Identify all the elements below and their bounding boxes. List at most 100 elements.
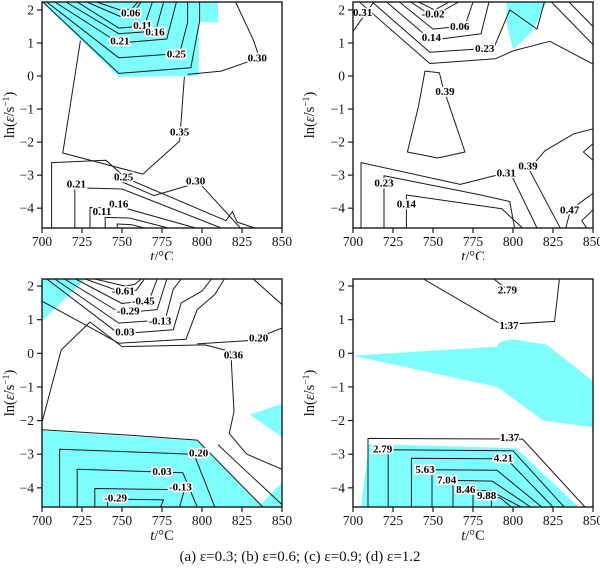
instability-regions: [506, 2, 547, 50]
x-tick-label: 725: [72, 234, 93, 249]
y-axis: 2 1 0 −1 −2 −3 −4 ln(ε̇/s−1): [302, 279, 353, 495]
contour-label: 4.21: [494, 453, 513, 465]
axes-frame: [352, 1, 594, 229]
contour-label: 0.06: [121, 8, 141, 20]
contour-label: 0.20: [249, 332, 269, 344]
y-tick-label: 0: [338, 346, 345, 361]
y-tick-label: −4: [331, 480, 346, 495]
contour-label: 1.37: [500, 432, 520, 444]
y-axis: 2 1 0 −1 −2 −3 −4 ln(ε̇/s−1): [2, 279, 42, 495]
y-tick-label: 0: [338, 69, 345, 84]
contour-lines: [42, 2, 261, 228]
x-tick-label: 850: [272, 513, 293, 528]
contour-label: 9.88: [477, 490, 497, 502]
x-tick-label: 825: [543, 513, 564, 528]
contour-label: 0.06: [450, 21, 470, 33]
contour-labels: 0.06 0.110.16 0.21 0.25 0.30 0.35 0.30 0.25 0.21…: [65, 6, 269, 220]
x-tick-label: 700: [32, 234, 53, 249]
x-tick-label: 725: [72, 513, 93, 528]
x-axis: 700 725 750 775 800 825 850 t/°C: [32, 507, 293, 541]
contour-label: 2.79: [498, 285, 518, 297]
x-tick-label: 825: [232, 234, 253, 249]
contour-label: 7.04: [437, 475, 457, 487]
contour-label: 0.23: [475, 43, 495, 55]
y-tick-label: −4: [20, 480, 35, 495]
y-tick-label: −2: [331, 135, 345, 150]
x-tick-label: 775: [152, 513, 173, 528]
x-tick-label: 850: [272, 234, 293, 249]
y-axis-title: ln(ε̇/s−1): [302, 370, 318, 417]
x-tick-label: 750: [112, 513, 133, 528]
y-tick-label: −4: [20, 201, 35, 216]
x-tick-label: 800: [192, 234, 213, 249]
y-tick-label: −1: [20, 379, 34, 394]
contour-label: -0.29: [104, 492, 127, 504]
y-tick-label: 1: [338, 312, 345, 327]
x-tick-label: 800: [192, 513, 213, 528]
y-tick-label: 1: [27, 35, 34, 50]
subplot-c-strain-0.9: -0.61-0.45-0.29-0.130.03 0.200.360.200.03…: [2, 278, 293, 541]
contour-label: 0.35: [170, 127, 190, 139]
y-tick-label: −3: [20, 168, 35, 183]
y-tick-label: −1: [331, 102, 345, 117]
contour-label: 0.36: [224, 350, 244, 362]
contour-label: 0.23: [374, 178, 394, 190]
y-axis: 2 1 0 −1 −2 −3 −4 ln(ε̇/s−1): [2, 2, 42, 216]
plot-area: 0.06 0.110.16 0.21 0.25 0.30 0.35 0.30 0.25 0.21…: [42, 2, 269, 228]
contour-label: 0.39: [435, 86, 455, 98]
y-tick-label: −1: [331, 379, 345, 394]
contour-label: 0.03: [115, 326, 135, 338]
plot-area: 2.79 1.37 1.37 2.79 4.21 5.637.048.469.88: [353, 279, 593, 507]
y-tick-label: 2: [27, 279, 34, 294]
contour-label: 0.25: [167, 49, 187, 61]
x-tick-label: 750: [423, 513, 444, 528]
x-tick-label: 700: [343, 234, 364, 249]
y-tick-label: −3: [331, 168, 346, 183]
contour-label: -0.45: [132, 296, 155, 308]
instability-regions: [353, 339, 593, 507]
x-tick-label: 800: [503, 234, 524, 249]
contour-labels: -0.020.060.140.230.310.390.310.390.470.2…: [353, 5, 581, 218]
subplot-b-strain-0.6: -0.020.060.140.230.310.390.310.390.470.2…: [302, 1, 600, 260]
contour-labels: 2.79 1.37 1.37 2.79 4.21 5.637.048.469.88: [371, 283, 521, 504]
contour-label: -0.02: [422, 8, 445, 20]
contour-label: 0.39: [518, 161, 538, 173]
y-axis-title: ln(ε̇/s−1): [2, 92, 18, 139]
x-tick-label: 775: [463, 513, 484, 528]
contour-labels: -0.61-0.45-0.29-0.130.03 0.200.360.200.03…: [102, 284, 270, 507]
contour-label: 0.25: [114, 172, 134, 184]
contour-label: -0.13: [148, 316, 171, 328]
x-axis: 700 725 750 775 800 825 850 t/°C: [343, 228, 600, 260]
contour-label: 1.37: [499, 320, 519, 332]
contour-label: 0.11: [93, 206, 112, 218]
contour-label: 0.21: [110, 36, 129, 48]
contour-label: 0.21: [67, 179, 86, 191]
y-tick-label: −2: [20, 135, 34, 150]
figure-caption: (a) ε=0.3; (b) ε=0.6; (c) ε=0.9; (d) ε=1…: [179, 549, 421, 565]
contour-label: 0.20: [189, 447, 209, 459]
x-tick-label: 775: [463, 234, 484, 249]
contour-label: -0.61: [112, 285, 135, 297]
x-axis-title: t/°C: [461, 249, 485, 260]
x-axis-title: t/°C: [150, 249, 174, 260]
contour-label: 0.30: [248, 52, 268, 64]
y-tick-label: 2: [338, 2, 345, 17]
y-axis: 2 1 0 −1 −2 −3 −4 ln(ε̇/s−1): [302, 2, 353, 216]
y-tick-label: −1: [20, 102, 34, 117]
contour-label: -0.13: [169, 481, 192, 493]
y-tick-label: 2: [27, 2, 34, 17]
contour-label: -0.29: [117, 305, 140, 317]
y-tick-label: −2: [331, 413, 345, 428]
x-tick-label: 800: [503, 513, 524, 528]
y-axis-title: ln(ε̇/s−1): [2, 370, 18, 417]
contour-label: 0.16: [109, 199, 129, 211]
x-axis-title: t/°C: [461, 528, 485, 541]
contour-label: 0.30: [186, 175, 206, 187]
y-tick-label: 1: [338, 35, 345, 50]
x-axis: 700 725 750 775 800 825 850 t/°C: [32, 228, 293, 260]
contour-label: 0.47: [560, 205, 580, 217]
contour-label: 0.31: [497, 168, 516, 180]
plot-area: -0.020.060.140.230.310.390.310.390.470.2…: [353, 2, 593, 228]
